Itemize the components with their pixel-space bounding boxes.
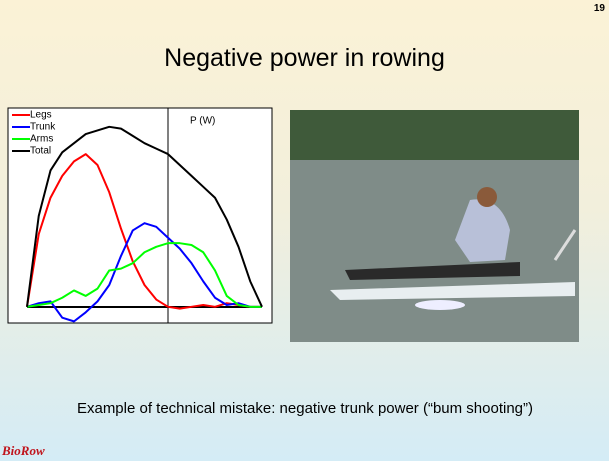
caption: Example of technical mistake: negative t… (76, 400, 534, 417)
series-line (26, 153, 262, 310)
photo (290, 110, 579, 342)
legend-label: Legs (30, 110, 52, 121)
legend-label: Arms (30, 134, 53, 145)
series-line (26, 242, 262, 308)
legend-label: Total (30, 146, 51, 157)
series-line (26, 222, 262, 323)
legend-label: Trunk (30, 122, 56, 133)
y-label: P (W) (190, 116, 215, 127)
logo: BioRow (2, 443, 45, 458)
series-line (26, 125, 263, 308)
slide-title: Negative power in rowing (164, 44, 445, 72)
slide-number: 19 (593, 3, 605, 14)
chart-frame (7, 107, 273, 324)
